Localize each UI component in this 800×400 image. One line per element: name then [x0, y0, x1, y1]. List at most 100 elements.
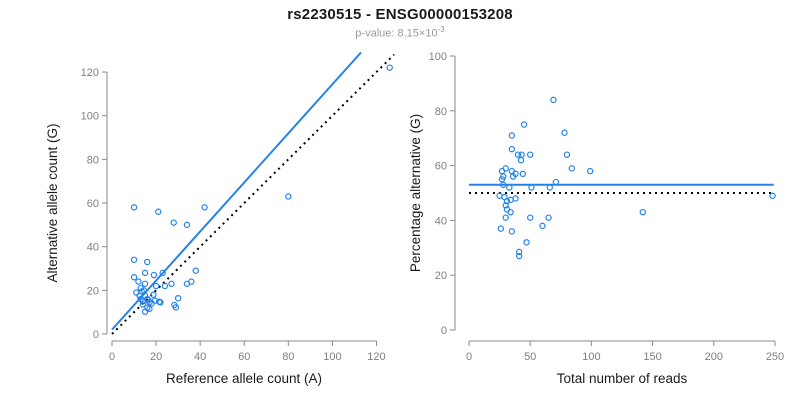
data-point	[506, 184, 513, 191]
y-tick-label: 60	[435, 161, 447, 173]
y-tick-label: 100	[429, 51, 447, 63]
data-point	[586, 167, 594, 175]
data-point	[528, 184, 535, 191]
data-point	[508, 228, 516, 235]
data-point	[563, 151, 571, 158]
data-point	[527, 151, 534, 158]
data-point	[517, 156, 525, 164]
data-point	[183, 221, 191, 229]
data-point	[502, 165, 509, 172]
data-point	[508, 132, 516, 139]
data-point	[502, 202, 509, 209]
data-point	[497, 225, 505, 232]
data-point	[155, 208, 162, 215]
data-point	[539, 222, 546, 230]
data-point	[141, 280, 149, 287]
data-point	[512, 195, 519, 202]
x-tick-label: 0	[466, 351, 472, 363]
data-point	[159, 269, 166, 277]
data-point	[527, 214, 534, 221]
y-tick-label: 40	[87, 242, 99, 254]
x-axis-title: Reference allele count (A)	[166, 371, 322, 386]
data-point	[152, 282, 160, 290]
data-point	[168, 280, 175, 287]
data-point	[141, 269, 149, 277]
data-point	[639, 208, 647, 216]
y-tick-label: 20	[87, 285, 99, 297]
data-points	[496, 96, 776, 260]
data-point	[502, 214, 509, 221]
data-point	[500, 181, 507, 188]
x-tick-label: 200	[705, 351, 723, 363]
figure-title: rs2230515 - ENSG00000153208	[287, 6, 513, 23]
y-tick-label: 100	[81, 111, 99, 123]
y-tick-label: 20	[435, 270, 447, 282]
identity-line	[111, 53, 395, 335]
data-point	[174, 294, 182, 302]
data-point	[130, 204, 138, 211]
y-tick-label: 0	[93, 329, 99, 341]
x-tick-label: 80	[282, 351, 294, 363]
data-point	[183, 280, 191, 287]
data-point	[157, 299, 164, 306]
data-point	[285, 193, 292, 200]
figure-subtitle: p-value: 8.15×10-3	[0, 25, 800, 40]
pvalue-exponent: -3	[437, 25, 445, 34]
x-tick-label: 60	[238, 351, 250, 363]
x-axis-title: Total number of reads	[557, 371, 688, 386]
data-point	[546, 184, 553, 191]
data-point	[146, 305, 153, 313]
x-tick-label: 250	[766, 351, 784, 363]
data-point	[550, 96, 557, 104]
right-scatter-plot: 0 20 40 60 80 100 0 50 100 150 200 250 Total number …	[408, 51, 784, 386]
data-point	[515, 248, 523, 256]
x-tick-label: 0	[109, 351, 115, 363]
y-axis-title: Alternative allele count (G)	[45, 123, 60, 282]
data-point	[201, 204, 208, 211]
data-point	[568, 165, 576, 172]
data-point	[769, 192, 776, 199]
y-tick-label: 80	[435, 106, 447, 118]
data-point	[561, 129, 568, 136]
data-point	[161, 282, 169, 290]
y-tick-label: 40	[435, 215, 447, 227]
x-tick-label: 20	[150, 351, 162, 363]
data-point	[130, 256, 138, 263]
data-point	[552, 178, 560, 186]
data-point	[507, 208, 514, 216]
data-point	[144, 258, 151, 266]
data-point	[508, 145, 516, 153]
y-axis-title: Percentage alternative (G)	[408, 114, 423, 272]
y-tick-label: 0	[441, 325, 447, 337]
data-point	[148, 300, 155, 307]
data-point	[514, 151, 522, 158]
data-point	[518, 151, 525, 158]
data-point	[141, 308, 149, 315]
data-point	[150, 271, 158, 279]
data-point	[135, 278, 142, 285]
x-tick-label: 50	[524, 351, 536, 363]
data-point	[192, 267, 199, 274]
data-point	[519, 170, 527, 178]
left-scatter-plot: 0 20 40 60 80 100 120 0 20 40 60 80 100 120 Reference …	[45, 51, 395, 386]
y-tick-label: 60	[87, 198, 99, 210]
y-tick-label: 80	[87, 154, 99, 166]
data-point	[386, 64, 393, 71]
data-point	[136, 292, 143, 299]
data-point	[503, 198, 511, 205]
x-tick-label: 120	[367, 351, 385, 363]
data-point	[170, 219, 177, 226]
data-point	[509, 173, 517, 180]
data-point	[150, 291, 157, 298]
x-tick-label: 150	[643, 351, 661, 363]
data-point	[523, 239, 530, 246]
data-point	[545, 214, 552, 221]
fit-line	[111, 51, 362, 331]
pvalue-text: p-value: 8.15×10	[355, 27, 438, 40]
y-tick-label: 120	[81, 67, 99, 79]
x-tick-label: 40	[194, 351, 206, 363]
x-tick-label: 100	[323, 351, 341, 363]
data-point	[515, 252, 523, 260]
